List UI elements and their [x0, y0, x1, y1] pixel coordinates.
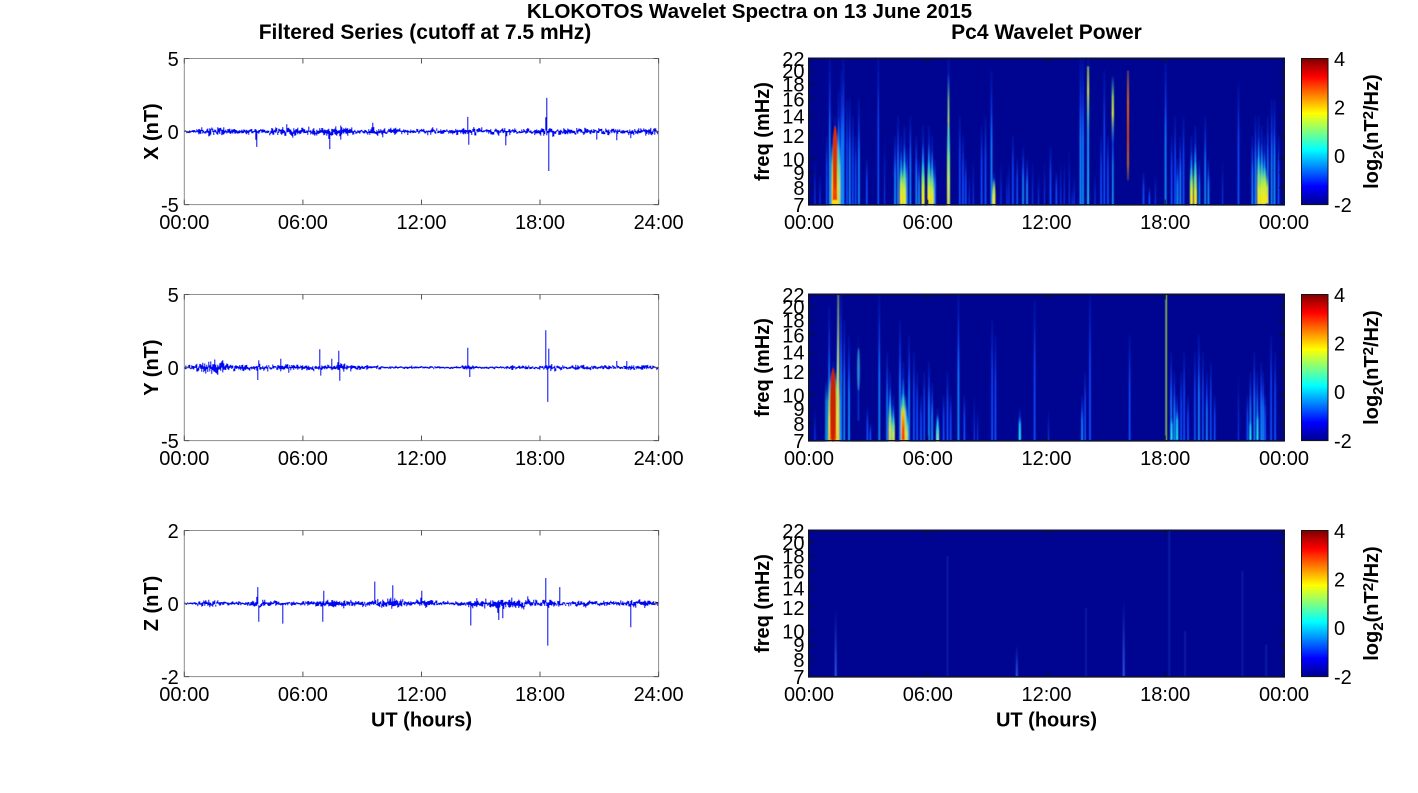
svg-text:9: 9	[793, 635, 804, 657]
svg-text:20: 20	[782, 533, 804, 555]
svg-text:00:00: 00:00	[784, 684, 834, 706]
svg-text:log2(nT2/Hz): log2(nT2/Hz)	[1360, 310, 1387, 424]
svg-text:8: 8	[793, 178, 804, 200]
svg-text:12: 12	[782, 362, 804, 384]
svg-text:Y (nT): Y (nT)	[141, 339, 163, 395]
svg-text:0: 0	[1334, 382, 1345, 404]
svg-text:18:00: 18:00	[515, 448, 565, 470]
svg-text:-2: -2	[161, 667, 179, 689]
svg-text:0: 0	[168, 594, 179, 616]
svg-text:UT (hours): UT (hours)	[996, 710, 1097, 732]
svg-text:X (nT): X (nT)	[141, 103, 163, 160]
svg-text:10: 10	[782, 149, 804, 171]
svg-text:-2: -2	[1334, 667, 1352, 689]
svg-text:06:00: 06:00	[278, 448, 328, 470]
svg-text:log2(nT2/Hz): log2(nT2/Hz)	[1360, 546, 1387, 660]
svg-text:5: 5	[168, 49, 179, 71]
svg-text:12:00: 12:00	[396, 684, 446, 706]
svg-text:06:00: 06:00	[278, 212, 328, 234]
svg-text:00:00: 00:00	[159, 448, 209, 470]
svg-text:Filtered Series (cutoff at 7.5: Filtered Series (cutoff at 7.5 mHz)	[259, 21, 592, 44]
svg-text:24:00: 24:00	[634, 212, 684, 234]
svg-text:0: 0	[168, 122, 179, 144]
svg-text:2: 2	[1334, 570, 1345, 592]
svg-text:22: 22	[782, 521, 804, 543]
svg-text:22: 22	[782, 285, 804, 307]
svg-text:20: 20	[782, 297, 804, 319]
svg-text:22: 22	[782, 49, 804, 71]
svg-text:00:00: 00:00	[784, 448, 834, 470]
svg-text:Z (nT): Z (nT)	[141, 576, 163, 632]
svg-text:06:00: 06:00	[903, 684, 953, 706]
svg-text:7: 7	[793, 431, 804, 453]
svg-text:18: 18	[782, 74, 804, 96]
svg-text:16: 16	[782, 89, 804, 111]
svg-text:2: 2	[1334, 334, 1345, 356]
svg-text:18:00: 18:00	[515, 684, 565, 706]
svg-text:8: 8	[793, 650, 804, 672]
svg-text:8: 8	[793, 414, 804, 436]
svg-text:14: 14	[782, 579, 804, 601]
svg-text:4: 4	[1334, 285, 1345, 307]
svg-text:06:00: 06:00	[903, 212, 953, 234]
svg-text:00:00: 00:00	[159, 684, 209, 706]
svg-text:UT (hours): UT (hours)	[371, 710, 472, 732]
svg-text:00:00: 00:00	[1259, 212, 1309, 234]
svg-text:7: 7	[793, 195, 804, 217]
svg-text:freq (mHz): freq (mHz)	[752, 82, 774, 181]
svg-text:18:00: 18:00	[1140, 448, 1190, 470]
svg-text:10: 10	[782, 385, 804, 407]
svg-text:06:00: 06:00	[903, 448, 953, 470]
svg-text:06:00: 06:00	[278, 684, 328, 706]
svg-text:00:00: 00:00	[159, 212, 209, 234]
svg-text:9: 9	[793, 163, 804, 185]
svg-text:18: 18	[782, 546, 804, 568]
svg-text:-2: -2	[1334, 431, 1352, 453]
svg-text:18:00: 18:00	[1140, 212, 1190, 234]
svg-text:10: 10	[782, 621, 804, 643]
svg-text:0: 0	[1334, 146, 1345, 168]
svg-text:12:00: 12:00	[1021, 212, 1071, 234]
svg-text:log2(nT2/Hz): log2(nT2/Hz)	[1360, 74, 1387, 188]
svg-text:16: 16	[782, 561, 804, 583]
svg-text:2: 2	[168, 521, 179, 543]
svg-text:24:00: 24:00	[634, 684, 684, 706]
svg-text:KLOKOTOS Wavelet Spectra on 13: KLOKOTOS Wavelet Spectra on 13 June 2015	[527, 0, 972, 23]
svg-text:5: 5	[168, 285, 179, 307]
svg-text:4: 4	[1334, 521, 1345, 543]
svg-text:24:00: 24:00	[634, 448, 684, 470]
svg-text:20: 20	[782, 61, 804, 83]
svg-text:freq (mHz): freq (mHz)	[752, 554, 774, 653]
svg-text:4: 4	[1334, 49, 1345, 71]
svg-text:12: 12	[782, 598, 804, 620]
svg-text:-2: -2	[1334, 195, 1352, 217]
svg-text:18: 18	[782, 310, 804, 332]
svg-text:12:00: 12:00	[396, 448, 446, 470]
svg-text:18:00: 18:00	[515, 212, 565, 234]
svg-text:7: 7	[793, 667, 804, 689]
svg-text:Pc4 Wavelet Power: Pc4 Wavelet Power	[951, 21, 1142, 44]
svg-text:-5: -5	[161, 195, 179, 217]
svg-text:12:00: 12:00	[396, 212, 446, 234]
svg-text:00:00: 00:00	[1259, 684, 1309, 706]
svg-text:12: 12	[782, 126, 804, 148]
svg-text:2: 2	[1334, 98, 1345, 120]
svg-text:18:00: 18:00	[1140, 684, 1190, 706]
svg-text:0: 0	[168, 358, 179, 380]
svg-text:00:00: 00:00	[1259, 448, 1309, 470]
svg-text:-5: -5	[161, 431, 179, 453]
svg-text:00:00: 00:00	[784, 212, 834, 234]
svg-text:14: 14	[782, 343, 804, 365]
svg-text:freq (mHz): freq (mHz)	[752, 318, 774, 417]
svg-text:14: 14	[782, 107, 804, 129]
svg-text:16: 16	[782, 325, 804, 347]
svg-text:12:00: 12:00	[1021, 684, 1071, 706]
svg-text:0: 0	[1334, 618, 1345, 640]
svg-text:12:00: 12:00	[1021, 448, 1071, 470]
svg-text:9: 9	[793, 399, 804, 421]
